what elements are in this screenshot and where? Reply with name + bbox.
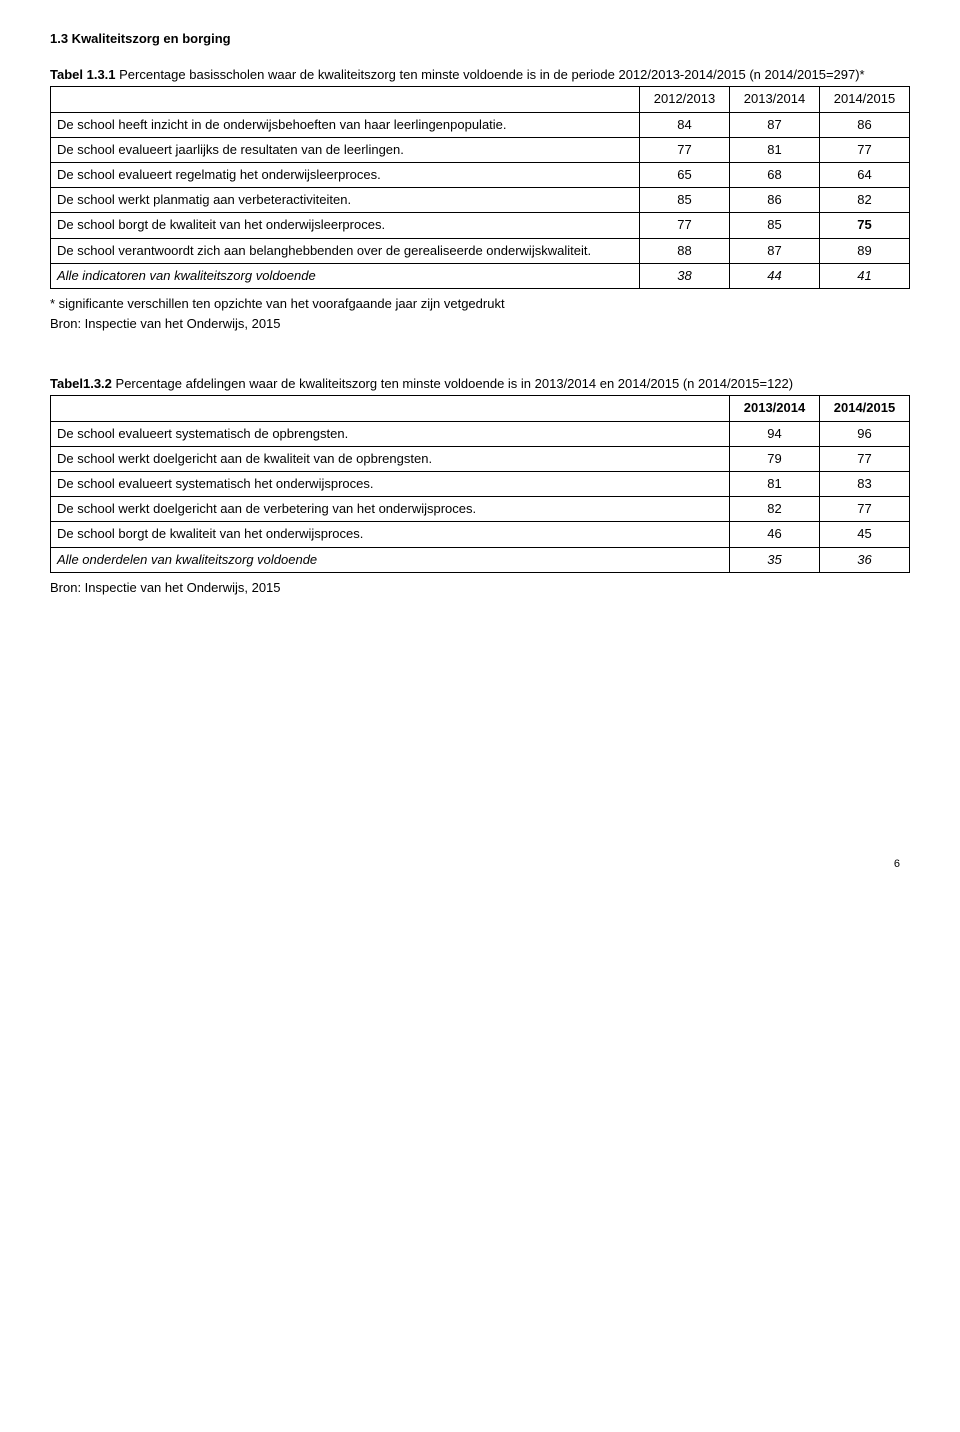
table1-row3-v0: 85 [640, 188, 730, 213]
table2-row0-v1: 96 [820, 421, 910, 446]
table1-row3-v2: 82 [820, 188, 910, 213]
table1-row1-v0: 77 [640, 137, 730, 162]
table2-header-0: 2013/2014 [730, 396, 820, 421]
table1-footer-v0: 38 [640, 263, 730, 288]
table2-row3-v1: 77 [820, 497, 910, 522]
table2-note: Bron: Inspectie van het Onderwijs, 2015 [50, 579, 910, 597]
table-row: De school verantwoordt zich aan belanghe… [51, 238, 910, 263]
table2-footer-label: Alle onderdelen van kwaliteitszorg voldo… [51, 547, 730, 572]
table1-row2-v2: 64 [820, 162, 910, 187]
table2-row2-v0: 81 [730, 472, 820, 497]
table1-header-row: 2012/2013 2013/2014 2014/2015 [51, 87, 910, 112]
table2-header-empty [51, 396, 730, 421]
table1-row2-v0: 65 [640, 162, 730, 187]
table2-footer-v0: 35 [730, 547, 820, 572]
table2-header-1: 2014/2015 [820, 396, 910, 421]
table1-caption: Tabel 1.3.1 Percentage basisscholen waar… [50, 66, 910, 84]
table1-header-empty [51, 87, 640, 112]
table-row: De school evalueert systematisch de opbr… [51, 421, 910, 446]
table2-row4-label: De school borgt de kwaliteit van het ond… [51, 522, 730, 547]
page-number: 6 [50, 857, 910, 872]
table-row: De school werkt planmatig aan verbeterac… [51, 188, 910, 213]
section-heading: 1.3 Kwaliteitszorg en borging [50, 30, 910, 48]
table1-row4-v2: 75 [820, 213, 910, 238]
table-row: De school evalueert systematisch het ond… [51, 472, 910, 497]
table1-row4-v0: 77 [640, 213, 730, 238]
table2-caption-rest: Percentage afdelingen waar de kwaliteits… [112, 376, 793, 391]
table1-header-1: 2013/2014 [730, 87, 820, 112]
table1-header-0: 2012/2013 [640, 87, 730, 112]
table1-caption-rest: Percentage basisscholen waar de kwalitei… [116, 67, 865, 82]
table2-row1-v0: 79 [730, 446, 820, 471]
table2-header-row: 2013/2014 2014/2015 [51, 396, 910, 421]
table2-row0-label: De school evalueert systematisch de opbr… [51, 421, 730, 446]
table1-header-2: 2014/2015 [820, 87, 910, 112]
table1-row5-label: De school verantwoordt zich aan belanghe… [51, 238, 640, 263]
table1-footer-row: Alle indicatoren van kwaliteitszorg vold… [51, 263, 910, 288]
table1-footer-v2: 41 [820, 263, 910, 288]
table1-row1-v2: 77 [820, 137, 910, 162]
table1-row5-v1: 87 [730, 238, 820, 263]
table2-row3-label: De school werkt doelgericht aan de verbe… [51, 497, 730, 522]
table1-row5-v0: 88 [640, 238, 730, 263]
table1-row1-label: De school evalueert jaarlijks de resulta… [51, 137, 640, 162]
table-row: De school borgt de kwaliteit van het ond… [51, 213, 910, 238]
table1-row3-v1: 86 [730, 188, 820, 213]
table2-row3-v0: 82 [730, 497, 820, 522]
spacer [50, 335, 910, 375]
table1-row2-v1: 68 [730, 162, 820, 187]
table1-row0-v2: 86 [820, 112, 910, 137]
table2-row4-v1: 45 [820, 522, 910, 547]
table2-row1-label: De school werkt doelgericht aan de kwali… [51, 446, 730, 471]
table1-row0-v0: 84 [640, 112, 730, 137]
table1-row0-v1: 87 [730, 112, 820, 137]
table2-row1-v1: 77 [820, 446, 910, 471]
table2-row2-v1: 83 [820, 472, 910, 497]
table1-row3-label: De school werkt planmatig aan verbeterac… [51, 188, 640, 213]
table-row: De school heeft inzicht in de onderwijsb… [51, 112, 910, 137]
table2-footer-v1: 36 [820, 547, 910, 572]
table1: 2012/2013 2013/2014 2014/2015 De school … [50, 86, 910, 289]
table-row: De school borgt de kwaliteit van het ond… [51, 522, 910, 547]
table-row: De school werkt doelgericht aan de verbe… [51, 497, 910, 522]
table1-footer-v1: 44 [730, 263, 820, 288]
table1-footer-label: Alle indicatoren van kwaliteitszorg vold… [51, 263, 640, 288]
table1-note1: * significante verschillen ten opzichte … [50, 295, 910, 313]
table2-caption: Tabel1.3.2 Percentage afdelingen waar de… [50, 375, 910, 393]
table-row: De school evalueert jaarlijks de resulta… [51, 137, 910, 162]
table2-row4-v0: 46 [730, 522, 820, 547]
table1-row4-v1: 85 [730, 213, 820, 238]
table1-caption-bold: Tabel 1.3.1 [50, 67, 116, 82]
table2-row2-label: De school evalueert systematisch het ond… [51, 472, 730, 497]
table2-caption-bold: Tabel1.3.2 [50, 376, 112, 391]
table2: 2013/2014 2014/2015 De school evalueert … [50, 395, 910, 572]
table-row: De school evalueert regelmatig het onder… [51, 162, 910, 187]
table2-footer-row: Alle onderdelen van kwaliteitszorg voldo… [51, 547, 910, 572]
table1-row2-label: De school evalueert regelmatig het onder… [51, 162, 640, 187]
table1-row4-label: De school borgt de kwaliteit van het ond… [51, 213, 640, 238]
table-row: De school werkt doelgericht aan de kwali… [51, 446, 910, 471]
table2-row0-v0: 94 [730, 421, 820, 446]
table1-row1-v1: 81 [730, 137, 820, 162]
table1-row5-v2: 89 [820, 238, 910, 263]
table1-row0-label: De school heeft inzicht in de onderwijsb… [51, 112, 640, 137]
table1-note2: Bron: Inspectie van het Onderwijs, 2015 [50, 315, 910, 333]
